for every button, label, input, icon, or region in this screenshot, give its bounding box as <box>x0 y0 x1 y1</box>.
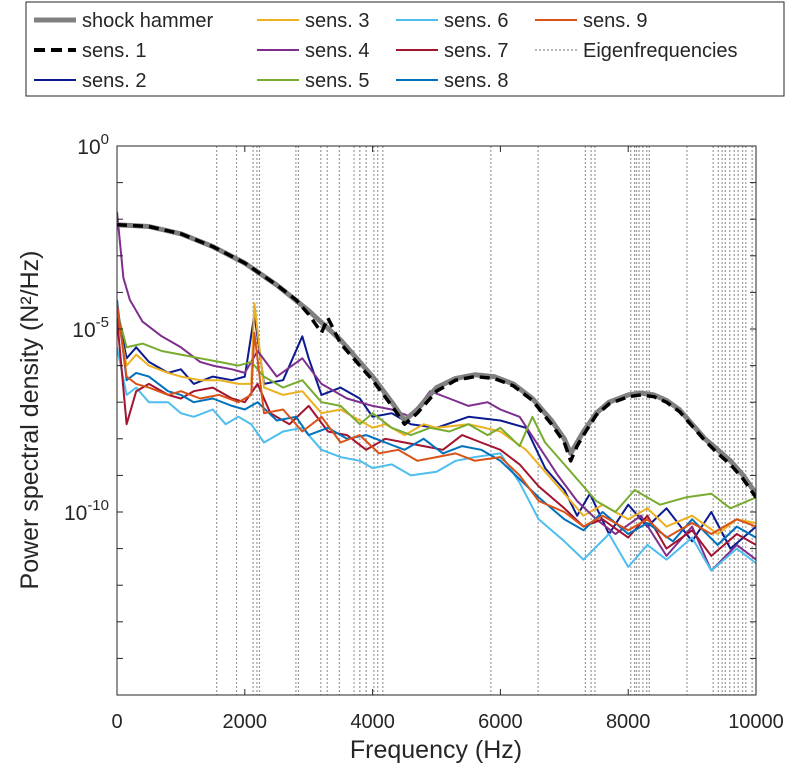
legend-label: sens. 8 <box>444 70 508 92</box>
eigenfrequency-lines <box>216 146 753 695</box>
plot-area: 0 2000 4000 6000 8000 10000 10-10 10-5 100 <box>64 131 784 733</box>
y-tick-label: 100 <box>77 131 109 159</box>
series-line <box>117 310 756 550</box>
series-line <box>117 222 756 499</box>
legend-label: sens. 5 <box>305 70 369 92</box>
y-tick-label: 10-10 <box>64 497 109 525</box>
x-tick-label: 10000 <box>728 711 784 733</box>
legend-label: sens. 9 <box>583 10 647 32</box>
legend-label: sens. 2 <box>82 70 146 92</box>
legend-label: sens. 4 <box>305 40 369 62</box>
x-axis-label: Frequency (Hz) <box>350 736 522 764</box>
legend-label: shock hammer <box>82 10 213 32</box>
plot-background <box>117 146 756 695</box>
legend-label: sens. 6 <box>444 10 508 32</box>
x-axis-ticks: 0 2000 4000 6000 8000 10000 <box>111 146 784 733</box>
y-axis-label: Power spectral density (N²/Hz) <box>16 251 44 590</box>
x-tick-label: 2000 <box>223 711 268 733</box>
y-axis-ticks: 10-10 10-5 100 <box>64 131 756 696</box>
x-tick-label: 8000 <box>606 711 651 733</box>
plot-frame <box>116 145 757 696</box>
legend-label: sens. 3 <box>305 10 369 32</box>
legend-label: sens. 7 <box>444 40 508 62</box>
legend: shock hammer sens. 1 sens. 2 sens. 3 sens. 4… <box>25 1 785 97</box>
x-tick-label: 6000 <box>478 711 523 733</box>
x-tick-label: 0 <box>111 711 122 733</box>
series-line <box>117 303 756 539</box>
y-tick-label: 10-5 <box>72 314 109 342</box>
series-line <box>117 317 756 557</box>
series-lines <box>117 211 756 572</box>
series-line <box>117 299 756 546</box>
series-line <box>117 310 756 513</box>
legend-label: sens. 1 <box>82 40 146 62</box>
series-line <box>117 302 756 535</box>
series-line <box>117 347 756 572</box>
legend-label: Eigenfrequencies <box>583 40 738 62</box>
x-tick-label: 4000 <box>350 711 395 733</box>
